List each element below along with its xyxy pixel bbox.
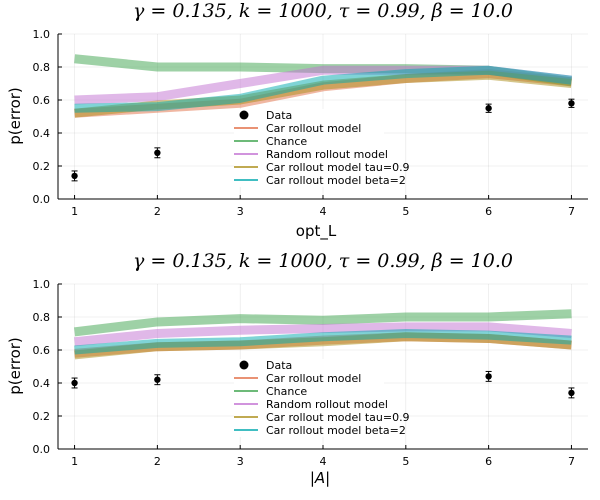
x-tick-label: 6 [485,205,492,218]
y-tick-label: 0.2 [33,410,51,423]
y-tick-label: 0.6 [33,94,51,107]
legend-marker-data [240,111,249,120]
y-tick-label: 0.8 [33,311,51,324]
x-tick-label: 2 [154,455,161,468]
x-tick-label: 1 [71,455,78,468]
legend-label-data: Data [266,109,292,122]
y-tick-label: 0.0 [33,443,51,456]
legend-label: Car rollout model tau=0.9 [266,411,410,424]
x-tick-label: 4 [320,205,327,218]
top-chart-panel: γ = 0.135, k = 1000, τ = 0.99, β = 10.0 … [6,0,588,241]
x-tick-label: 6 [485,455,492,468]
x-tick-label: 3 [237,455,244,468]
legend-label: Random rollout model [266,148,388,161]
data-point [154,377,160,383]
legend-label: Car rollout model beta=2 [266,424,406,437]
legend-label: Chance [266,385,307,398]
data-point [568,100,574,106]
legend-label: Car rollout model [266,122,361,135]
legend-label: Car rollout model tau=0.9 [266,161,410,174]
legend-label-data: Data [266,359,292,372]
data-point [71,173,77,179]
y-axis-label: p(error) [6,87,24,145]
legend-label: Car rollout model beta=2 [266,174,406,187]
chart-title: γ = 0.135, k = 1000, τ = 0.99, β = 10.0 [133,0,513,22]
y-tick-label: 1.0 [33,278,51,291]
data-point [485,373,491,379]
legend-label: Car rollout model [266,372,361,385]
legend-label: Chance [266,135,307,148]
data-point [485,105,491,111]
x-tick-label: 2 [154,205,161,218]
legend-label: Random rollout model [266,398,388,411]
y-tick-label: 0.2 [33,160,51,173]
x-axis-label: |A| [310,469,330,487]
y-tick-label: 0.6 [33,344,51,357]
x-axis-label: opt_L [296,222,337,241]
data-point [568,390,574,396]
x-tick-label: 5 [402,455,409,468]
legend-marker-data [240,361,249,370]
y-tick-label: 1.0 [33,28,51,41]
y-tick-label: 0.4 [33,127,51,140]
x-tick-label: 7 [568,205,575,218]
y-tick-label: 0.8 [33,61,51,74]
x-tick-label: 1 [71,205,78,218]
x-tick-label: 4 [320,455,327,468]
y-tick-label: 0.4 [33,377,51,390]
chart-title: γ = 0.135, k = 1000, τ = 0.99, β = 10.0 [133,250,513,272]
bottom-chart-panel: γ = 0.135, k = 1000, τ = 0.99, β = 10.0 … [6,250,588,487]
data-point [154,150,160,156]
x-tick-label: 3 [237,205,244,218]
data-point [71,380,77,386]
x-tick-label: 7 [568,455,575,468]
x-tick-label: 5 [402,205,409,218]
y-tick-label: 0.0 [33,193,51,206]
y-axis-label: p(error) [6,337,24,395]
